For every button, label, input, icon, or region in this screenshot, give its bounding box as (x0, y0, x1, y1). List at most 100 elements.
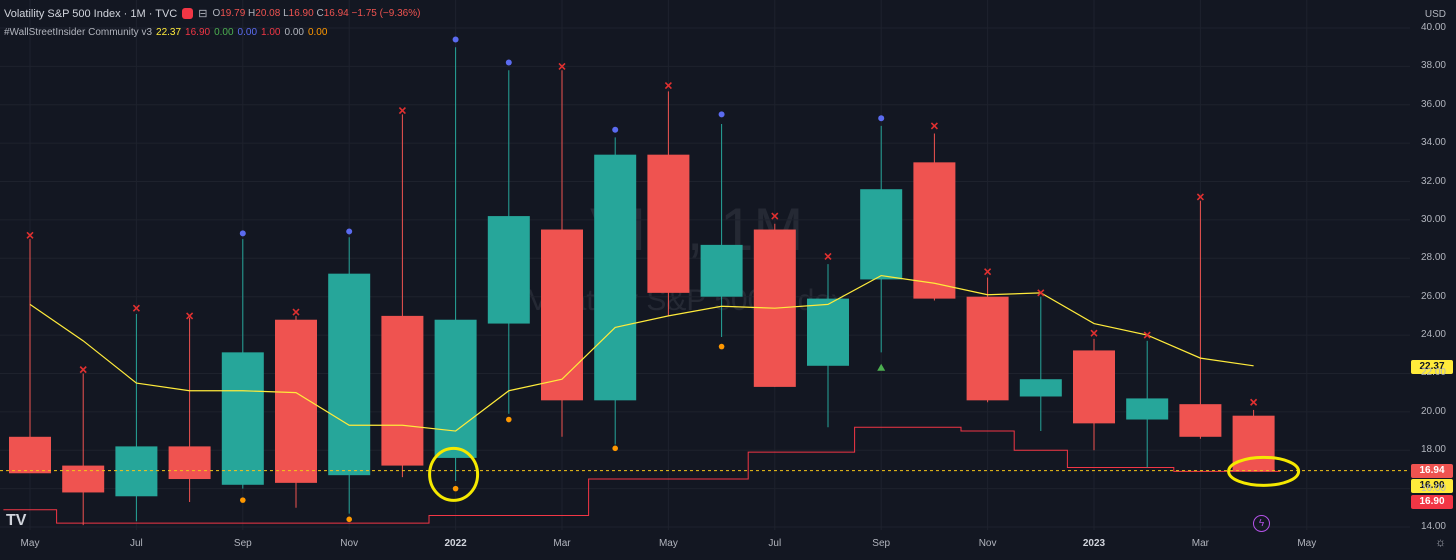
time-tick-label: May (20, 538, 40, 549)
time-tick-label: Sep (233, 538, 252, 549)
sell-marker-x (132, 304, 140, 312)
buy-triangle (877, 363, 886, 371)
candle-body[interactable] (700, 244, 743, 297)
sell-marker-x (398, 106, 406, 115)
candle-body[interactable] (168, 446, 211, 480)
price-tick-label: 34.00 (1420, 137, 1446, 149)
time-tick-label: May (658, 538, 678, 549)
candle-body[interactable] (1126, 398, 1169, 420)
low-price-tag: 16.90 (1411, 479, 1453, 493)
sell-marker-x (1250, 398, 1258, 406)
legend-header: Volatility S&P 500 Index · 1M · TVC ⊟ O1… (4, 7, 421, 21)
time-tick-label: Sep (872, 538, 891, 549)
candle-body[interactable] (807, 298, 849, 366)
support-price-tag: 16.90 (1411, 495, 1453, 509)
price-tick-label: 26.00 (1420, 290, 1446, 302)
indicator-value: 16.90 (185, 27, 211, 38)
sell-marker-x (664, 82, 672, 90)
eye-icon[interactable]: ⊟ (198, 8, 208, 20)
candle-body[interactable] (115, 446, 158, 497)
price-tick-label: 14.00 (1420, 521, 1446, 532)
price-tick-label: 20.00 (1420, 405, 1446, 417)
signal-dot-blue (346, 228, 353, 235)
sell-marker-x (1196, 193, 1204, 201)
candle-body[interactable] (541, 229, 583, 401)
signal-dot-orange (506, 416, 512, 423)
tradingview-logo[interactable]: TV (6, 512, 27, 529)
sell-marker-x (1037, 289, 1045, 297)
flag-icon[interactable] (182, 8, 194, 19)
candle-body[interactable] (487, 216, 530, 324)
price-tick-label: 16.00 (1420, 482, 1446, 494)
symbol-title[interactable]: Volatility S&P 500 Index · 1M · TVC (4, 7, 178, 20)
candle-body[interactable] (647, 154, 690, 293)
indicator-name: #WallStreetInsider Community v3 (4, 27, 153, 38)
candle-body[interactable] (381, 315, 424, 466)
indicator-value: 0.00 (237, 27, 258, 38)
flash-icon[interactable]: ϟ (1253, 515, 1270, 532)
time-tick-label: Mar (553, 538, 571, 549)
signal-dot-blue (239, 230, 246, 237)
signal-dot-blue (612, 126, 619, 133)
support-step-line (3, 426, 1281, 524)
candle-body[interactable] (860, 189, 903, 280)
signal-dot-blue (505, 59, 512, 66)
price-tick-label: 18.00 (1420, 444, 1446, 456)
candle-body[interactable] (1179, 404, 1222, 437)
time-tick-label: 2023 (1082, 538, 1106, 549)
sell-marker-x (79, 366, 87, 374)
time-tick-label: Nov (978, 538, 997, 549)
time-tick-label: Jul (129, 538, 143, 549)
signal-dot-orange (240, 497, 246, 503)
candle-body[interactable] (62, 465, 105, 493)
signal-dot-orange (346, 516, 353, 523)
ohlc-values: O19.79 H20.08 L16.90 C16.94 −1.75 (−9.36… (212, 8, 421, 19)
candle-body[interactable] (913, 162, 956, 299)
price-tick-label: 22.00 (1420, 367, 1446, 379)
candle-body[interactable] (1019, 379, 1062, 397)
signal-dot-orange (452, 485, 459, 492)
candle-body[interactable] (434, 319, 477, 458)
candle-body[interactable] (221, 352, 264, 485)
signal-dot-orange (718, 343, 725, 350)
sell-marker-x (771, 212, 779, 220)
candle-body[interactable] (966, 296, 1009, 401)
time-tick-label: Mar (1191, 538, 1210, 549)
signal-dot-orange (612, 445, 618, 452)
indicator-value: 0.00 (214, 27, 234, 38)
price-tick-label: 30.00 (1420, 213, 1446, 225)
time-tick-label: Jul (768, 538, 782, 549)
sell-marker-x (1090, 329, 1098, 337)
time-tick-label: Nov (340, 538, 359, 549)
indicator-values: 22.37 16.90 0.00 0.00 1.00 0.00 0.00 (156, 27, 331, 38)
candle-body[interactable] (594, 154, 637, 401)
price-tick-label: 36.00 (1420, 98, 1446, 110)
indicator-value: 22.37 (156, 27, 182, 38)
currency-label[interactable]: USD (1424, 9, 1446, 20)
close-price-tag: 16.94 (1411, 464, 1453, 478)
sell-marker-x (1143, 331, 1151, 339)
price-tick-label: 32.00 (1420, 175, 1446, 187)
indicator-value: 0.00 (284, 27, 304, 38)
gear-icon[interactable]: ☼ (1435, 535, 1446, 549)
ma-price-tag: 22.37 (1411, 360, 1453, 374)
sell-marker-x (930, 122, 938, 130)
annotation-ellipse (1227, 455, 1301, 487)
indicator-legend[interactable]: #WallStreetInsider Community v3 22.37 16.… (4, 27, 331, 38)
candle-body[interactable] (328, 273, 371, 476)
price-tick-label: 24.00 (1420, 329, 1446, 341)
indicator-value: 0.00 (307, 27, 328, 38)
indicator-value: 1.00 (261, 27, 281, 38)
sell-marker-x (558, 62, 566, 70)
candle-body[interactable] (9, 436, 51, 474)
signal-dot-blue (452, 36, 459, 43)
sell-marker-x (824, 252, 832, 260)
price-tick-label: 38.00 (1420, 60, 1446, 72)
signal-dot-blue (878, 115, 885, 122)
moving-average-line (29, 274, 1254, 432)
candle-body[interactable] (1073, 350, 1115, 424)
price-tick-label: 40.00 (1420, 22, 1446, 33)
sell-marker-x (26, 231, 34, 239)
